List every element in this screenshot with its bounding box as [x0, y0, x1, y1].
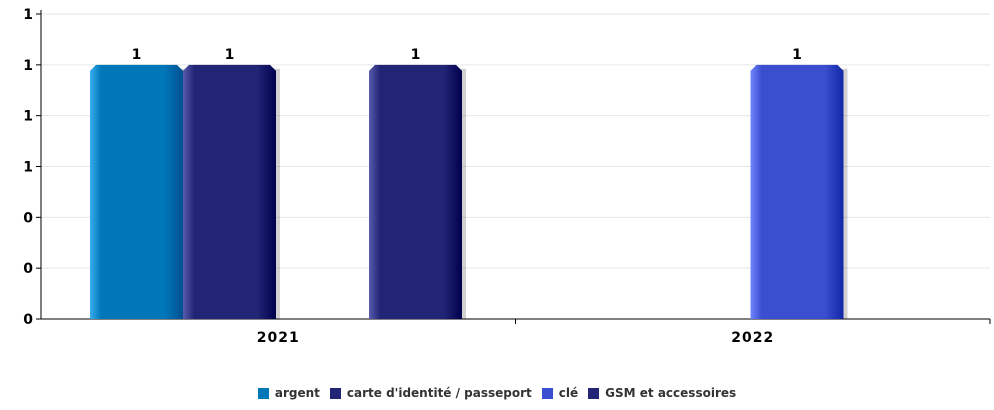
- legend-swatch-carte-identite: [329, 387, 341, 399]
- legend-item-argent[interactable]: argent: [257, 386, 320, 400]
- legend-item-cle[interactable]: clé: [541, 386, 579, 400]
- x-tick-label: 2021: [257, 330, 300, 346]
- legend-swatch-cle: [541, 387, 553, 399]
- legend-label-cle: clé: [558, 386, 579, 400]
- bar: [90, 64, 183, 319]
- y-tick-label: 0: [23, 312, 33, 328]
- legend-label-argent: argent: [274, 386, 320, 400]
- y-tick-label: 1: [23, 7, 33, 23]
- y-tick-label: 0: [23, 261, 33, 277]
- data-label: 1: [792, 47, 802, 63]
- data-label: 1: [411, 47, 421, 63]
- legend-label-carte-identite: carte d'identité / passeport: [346, 386, 532, 400]
- legend: argent carte d'identité / passeport clé …: [0, 384, 994, 402]
- y-tick-label: 1: [23, 58, 33, 74]
- bar: [750, 64, 844, 319]
- legend-item-gsm[interactable]: GSM et accessoires: [588, 386, 736, 400]
- legend-label-gsm: GSM et accessoires: [605, 386, 737, 400]
- x-tick-label: 2022: [731, 330, 774, 346]
- data-label: 1: [132, 47, 142, 63]
- legend-item-carte-identite[interactable]: carte d'identité / passeport: [329, 386, 532, 400]
- bar: [183, 64, 276, 319]
- bar: [369, 64, 462, 319]
- data-label: 1: [225, 47, 235, 63]
- legend-swatch-argent: [257, 387, 269, 399]
- legend-swatch-gsm: [588, 387, 600, 399]
- y-tick-label: 0: [23, 210, 33, 226]
- y-tick-label: 1: [23, 109, 33, 125]
- y-tick-label: 1: [23, 160, 33, 176]
